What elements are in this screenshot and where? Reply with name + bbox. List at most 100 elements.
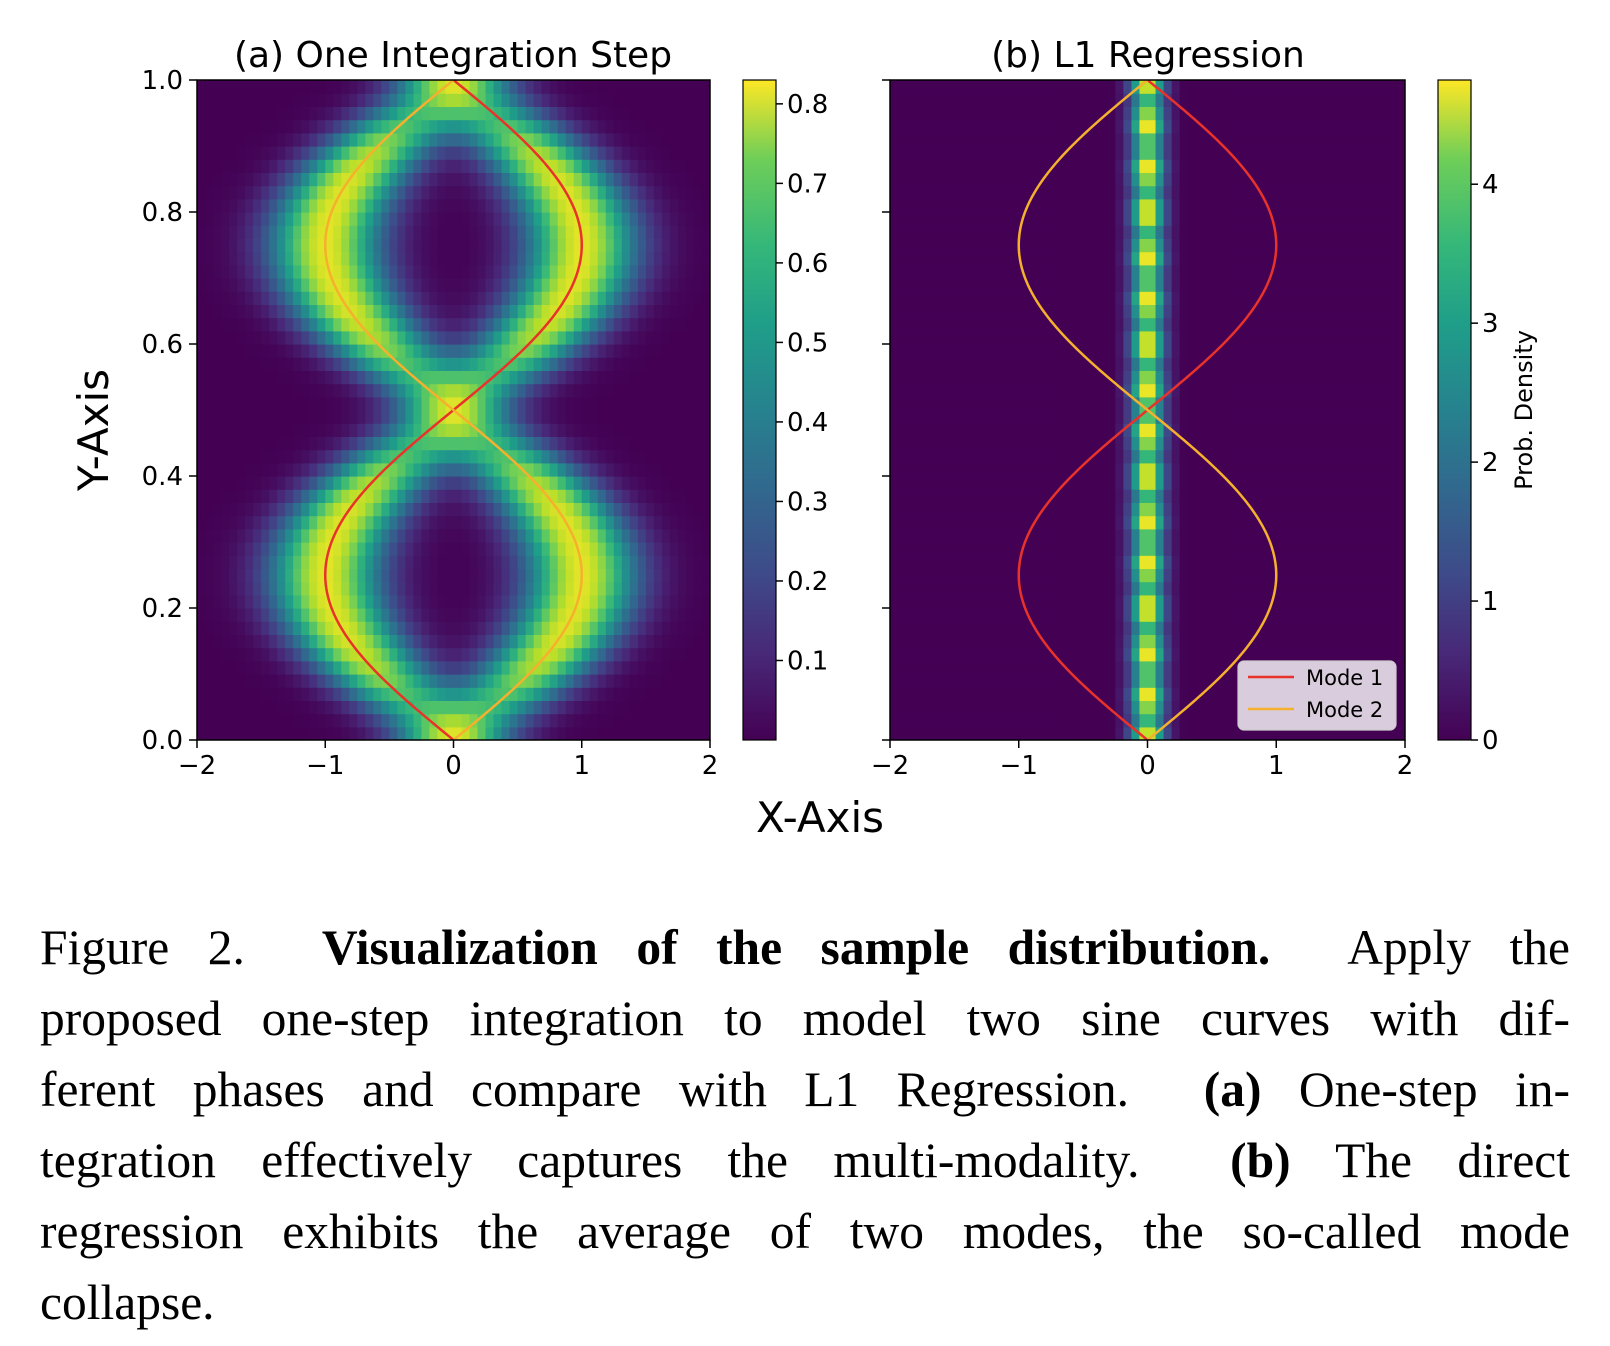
heatmap-cell (1268, 410, 1277, 424)
heatmap-cell (1147, 476, 1157, 490)
heatmap-cell (1115, 528, 1124, 543)
heatmap-cell (557, 238, 567, 253)
heatmap-cell (469, 436, 479, 451)
heatmap-cell (906, 476, 915, 490)
heatmap-cell (661, 594, 671, 609)
heatmap-cell (565, 528, 575, 543)
heatmap-cell (597, 106, 607, 121)
heatmap-cell (685, 106, 695, 121)
heatmap-cell (597, 410, 607, 424)
heatmap-cell (325, 687, 334, 701)
heatmap-cell (581, 423, 591, 437)
heatmap-cell (365, 80, 374, 94)
heatmap-cell (245, 423, 254, 437)
heatmap-cell (677, 476, 687, 490)
heatmap-cell (277, 700, 286, 715)
heatmap-cell (293, 542, 302, 556)
heatmap-cell (469, 132, 479, 147)
heatmap-cell (1107, 476, 1116, 490)
heatmap-cell (1396, 542, 1405, 556)
heatmap-cell (1067, 396, 1076, 411)
heatmap-cell (701, 370, 710, 385)
heatmap-cell (373, 687, 382, 701)
heatmap-cell (978, 555, 988, 569)
heatmap-cell (533, 317, 543, 332)
heatmap-cell (1067, 594, 1076, 609)
heatmap-cell (477, 687, 487, 701)
heatmap-cell (1163, 713, 1173, 728)
heatmap-cell (589, 185, 599, 200)
heatmap-cell (365, 185, 374, 200)
heatmap-cell (317, 80, 326, 94)
heatmap-cell (1179, 396, 1189, 411)
heatmap-cell (978, 383, 988, 398)
heatmap-cell (677, 185, 687, 200)
heatmap-cell (962, 555, 972, 569)
heatmap-cell (890, 647, 899, 662)
heatmap-cell (653, 317, 663, 332)
heatmap-cell (589, 700, 599, 715)
heatmap-cell (930, 370, 939, 385)
heatmap-cell (1372, 423, 1382, 437)
heatmap-cell (357, 462, 366, 477)
heatmap-cell (405, 515, 415, 530)
heatmap-cell (1227, 581, 1237, 596)
heatmap-cell (621, 713, 631, 728)
heatmap-cell (1123, 608, 1133, 622)
heatmap-cell (261, 502, 270, 517)
heatmap-cell (1179, 489, 1189, 503)
heatmap-cell (922, 528, 931, 543)
heatmap-cell (509, 476, 519, 490)
panel-a-x-ticks: −2 −1 0 1 2 (178, 740, 718, 781)
heatmap-cell (693, 396, 703, 411)
heatmap-cell (1115, 436, 1124, 451)
heatmap-cell (333, 304, 342, 319)
heatmap-cell (1131, 502, 1141, 517)
heatmap-cell (517, 119, 527, 134)
heatmap-cell (301, 410, 310, 424)
heatmap-cell (589, 317, 599, 332)
heatmap-cell (653, 608, 663, 622)
heatmap-cell (629, 93, 639, 107)
heatmap-cell (1091, 700, 1100, 715)
heatmap-cell (962, 594, 972, 609)
heatmap-cell (1131, 700, 1141, 715)
heatmap-cell (645, 106, 655, 121)
heatmap-cell (237, 621, 246, 635)
heatmap-cell (541, 423, 551, 437)
heatmap-cell (1034, 568, 1044, 583)
heatmap-cell (1131, 542, 1141, 556)
heatmap-cell (445, 119, 455, 134)
heatmap-cell (637, 212, 647, 226)
heatmap-cell (1236, 423, 1245, 437)
heatmap-cell (613, 476, 623, 490)
heatmap-cell (333, 278, 342, 292)
heatmap-cell (661, 264, 671, 279)
heatmap-cell (1131, 489, 1141, 503)
heatmap-cell (653, 264, 663, 279)
heatmap-cell (301, 608, 310, 622)
heatmap-cell (277, 198, 286, 213)
heatmap-cell (661, 344, 671, 358)
heatmap-cell (453, 344, 463, 358)
heatmap-cell (1203, 528, 1213, 543)
heatmap-cell (261, 93, 270, 107)
heatmap-cell (493, 278, 503, 292)
heatmap-cell (229, 357, 238, 371)
heatmap-cell (677, 647, 687, 662)
heatmap-cell (1155, 542, 1165, 556)
heatmap-cell (1034, 489, 1044, 503)
heatmap-cell (1034, 515, 1044, 530)
heatmap-cell (325, 291, 334, 305)
heatmap-cell (1018, 647, 1028, 662)
heatmap-cell (1091, 594, 1100, 609)
heatmap-cell (541, 700, 551, 715)
heatmap-cell (229, 93, 238, 107)
heatmap-cell (461, 146, 471, 160)
heatmap-cell (541, 555, 551, 569)
heatmap-cell (429, 225, 439, 239)
heatmap-cell (1002, 713, 1012, 728)
heatmap-cell (349, 317, 358, 332)
heatmap-cell (309, 132, 318, 147)
heatmap-cell (325, 581, 334, 596)
